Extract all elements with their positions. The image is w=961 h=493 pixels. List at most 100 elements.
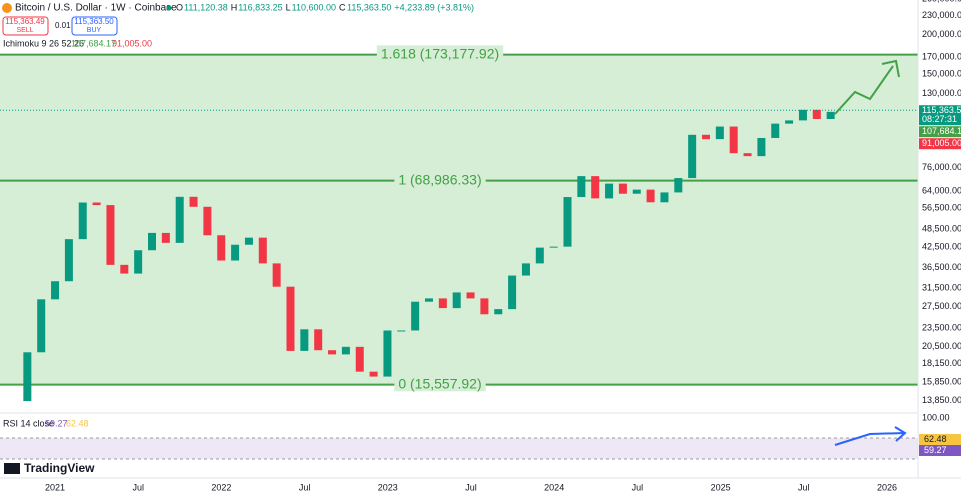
candle xyxy=(577,176,586,198)
price-tag xyxy=(919,105,961,126)
candle xyxy=(674,178,683,193)
candle xyxy=(729,126,738,154)
price-tick-label: 15,850.00 xyxy=(922,376,961,386)
rsi-tag xyxy=(919,434,961,445)
candle xyxy=(286,286,295,351)
candle xyxy=(203,206,212,236)
candle xyxy=(660,192,669,203)
price-tick-label: 42,500.00 xyxy=(922,241,961,251)
price-tick-label: 27,500.00 xyxy=(922,301,961,311)
price-tick-label: 13,850.00 xyxy=(922,395,961,405)
buy-price: 115,363.50 xyxy=(74,17,114,26)
candle xyxy=(92,202,101,206)
price-tick-label: 150,000.00 xyxy=(922,69,961,79)
candle xyxy=(272,263,281,287)
candle xyxy=(535,247,544,264)
candle xyxy=(508,275,517,310)
rsi-arrowhead xyxy=(894,426,907,442)
fib-label: 0 (15,557.92) xyxy=(398,375,481,391)
rsi-arrow xyxy=(834,432,906,446)
time-tick-label: Jul xyxy=(132,482,144,492)
ohlc-key: O xyxy=(176,2,183,12)
price-tick-label: 36,500.00 xyxy=(922,262,961,272)
price-tick-label: 48,500.00 xyxy=(922,223,961,233)
logo-icon xyxy=(4,463,20,474)
sell-button[interactable] xyxy=(2,16,49,36)
price-tick-label: 20,500.00 xyxy=(922,341,961,351)
time-tick-label: Jul xyxy=(299,482,311,492)
candle xyxy=(231,244,240,261)
ohlc-value: 116,833.25 xyxy=(238,2,282,12)
ohlc-value: 110,600.00 xyxy=(292,2,336,12)
candle xyxy=(605,183,614,199)
candle xyxy=(743,153,752,157)
rsi-value: 59.27 xyxy=(45,418,68,428)
candle xyxy=(757,137,766,157)
candle xyxy=(771,123,780,138)
time-tick-label: 2026 xyxy=(877,482,897,492)
rsi-axis-label: 100.00 xyxy=(922,412,950,422)
candle xyxy=(411,301,420,331)
candle xyxy=(341,346,350,355)
candle xyxy=(148,232,156,251)
ohlc-value: 111,120.38 xyxy=(184,2,228,12)
price-tick-label: 130,000.00 xyxy=(922,88,961,98)
candle xyxy=(563,197,572,247)
candle xyxy=(120,264,129,274)
candle xyxy=(78,202,87,240)
candle xyxy=(466,292,475,299)
ohlc-value: 115,363.50 xyxy=(347,2,391,12)
price-tag-label: 91,005.00 xyxy=(922,138,961,148)
candle xyxy=(646,189,655,203)
indicator-name: Ichimoku 9 26 52 26 xyxy=(3,38,84,48)
candle xyxy=(618,183,627,194)
price-tick-label: 200,000.00 xyxy=(922,29,961,39)
ohlc-key: H xyxy=(231,2,238,12)
candle xyxy=(549,246,558,248)
sell-price: 115,363.49 xyxy=(5,17,45,26)
indicator-value: 107,684.17 xyxy=(71,38,116,48)
price-tag-label: 115,363.50 xyxy=(922,105,961,115)
logo: TradingView xyxy=(24,461,95,475)
price-tag-time: 08:27:31 xyxy=(922,114,957,124)
candle xyxy=(812,109,821,119)
rsi-band xyxy=(0,438,918,459)
sell-label: SELL xyxy=(16,27,33,34)
rsi-tag xyxy=(919,445,961,456)
candle xyxy=(785,120,794,124)
buy-label: BUY xyxy=(87,27,102,34)
candle xyxy=(189,196,198,207)
time-tick-label: Jul xyxy=(632,482,644,492)
ohlc-change: +4,233.89 (+3.81%) xyxy=(394,2,474,12)
price-tick-label: 260,000.00 xyxy=(922,0,961,3)
time-tick-label: Jul xyxy=(465,482,477,492)
candle xyxy=(702,134,710,140)
candle xyxy=(134,250,143,274)
price-tick-label: 76,000.00 xyxy=(922,162,961,172)
candle xyxy=(258,237,267,264)
rsi-value: 62.48 xyxy=(66,418,89,428)
candle xyxy=(715,126,724,140)
candle xyxy=(175,196,184,243)
price-tick-label: 31,500.00 xyxy=(922,282,961,292)
candle xyxy=(826,111,835,119)
time-tick-label: 2025 xyxy=(711,482,731,492)
candle xyxy=(37,299,46,353)
candle xyxy=(314,329,323,351)
candle xyxy=(383,330,392,377)
time-tick-label: 2022 xyxy=(211,482,231,492)
price-tag xyxy=(919,126,961,138)
fib-label: 1.618 (173,177.92) xyxy=(381,45,499,61)
candle xyxy=(521,263,530,276)
candle xyxy=(480,298,489,315)
buy-button[interactable] xyxy=(71,16,118,36)
candle xyxy=(397,330,406,332)
time-tick-label: 2024 xyxy=(544,482,564,492)
candle xyxy=(452,292,461,309)
projection-arrowhead xyxy=(881,59,900,78)
time-tick-label: Jul xyxy=(798,482,810,492)
ohlc-key: L xyxy=(286,2,291,12)
candle xyxy=(355,346,364,372)
candle xyxy=(64,239,73,282)
